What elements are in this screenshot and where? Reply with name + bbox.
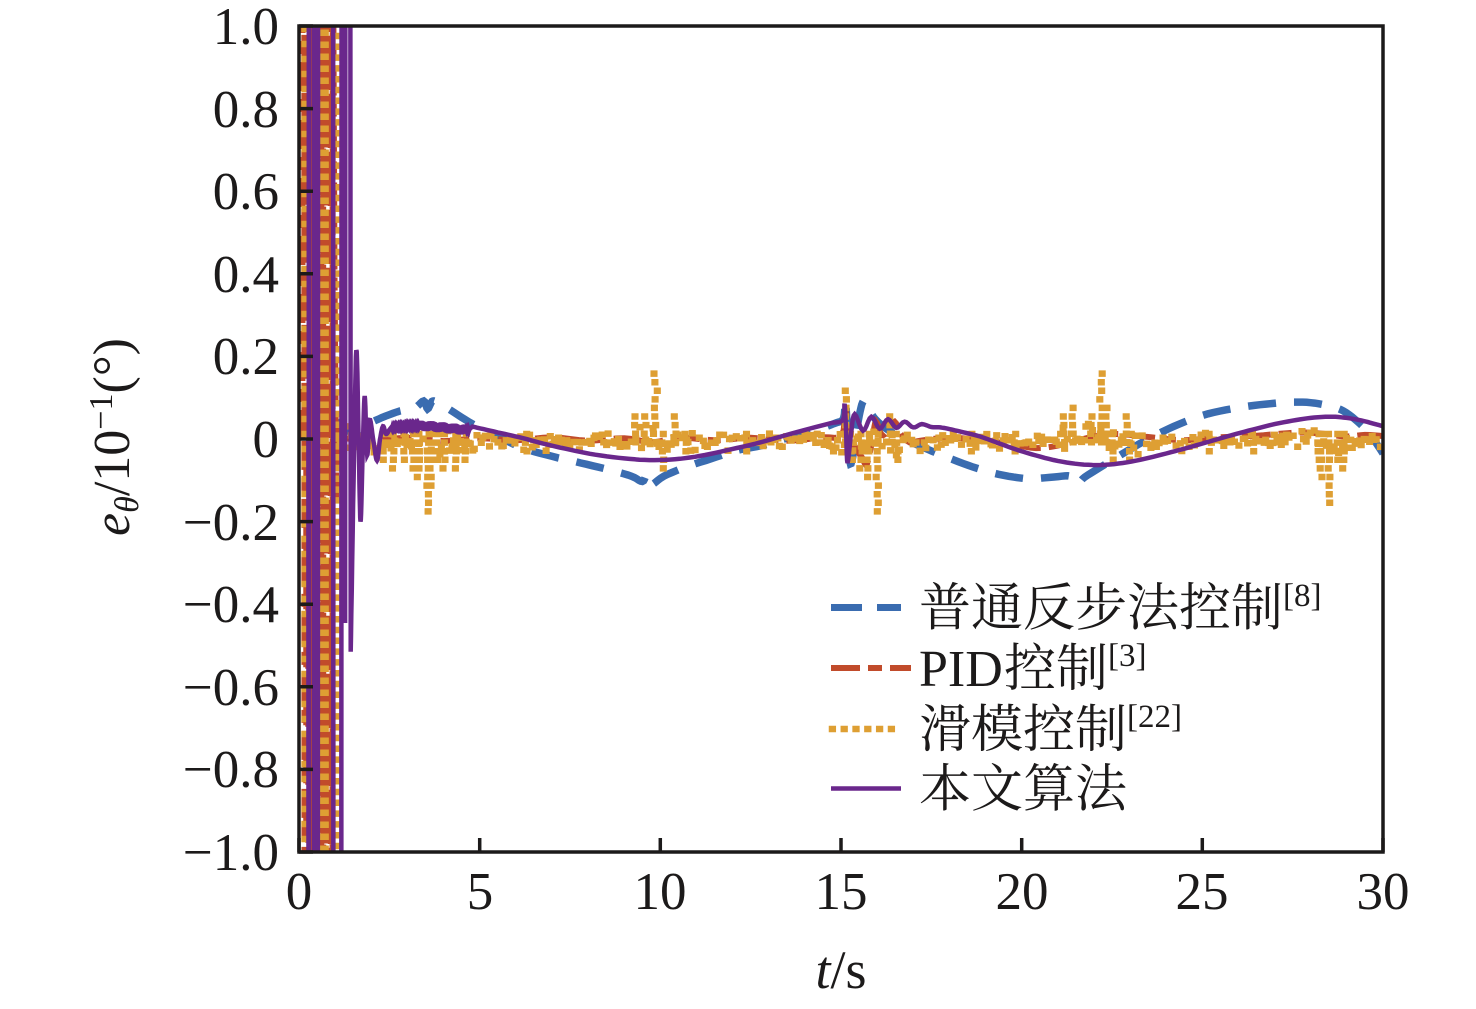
svg-text:20: 20 bbox=[996, 863, 1049, 921]
svg-text:0.2: 0.2 bbox=[213, 328, 279, 386]
svg-text:−0.4: −0.4 bbox=[183, 576, 279, 634]
svg-text:−1.0: −1.0 bbox=[183, 824, 279, 882]
svg-text:10: 10 bbox=[634, 863, 687, 921]
svg-text:30: 30 bbox=[1357, 863, 1410, 921]
svg-text:[8]: [8] bbox=[1283, 578, 1321, 614]
svg-text:eθ/10−1(°): eθ/10−1(°) bbox=[83, 338, 146, 536]
svg-text:5: 5 bbox=[467, 863, 494, 921]
svg-text:−0.6: −0.6 bbox=[183, 659, 279, 717]
svg-text:0.4: 0.4 bbox=[213, 246, 279, 304]
svg-text:0.8: 0.8 bbox=[213, 81, 279, 139]
svg-text:[3]: [3] bbox=[1108, 638, 1146, 674]
svg-text:0: 0 bbox=[253, 411, 280, 469]
svg-text:PID: PID bbox=[919, 641, 1003, 698]
svg-text:t/s: t/s bbox=[815, 940, 866, 1000]
svg-text:−0.8: −0.8 bbox=[183, 741, 279, 799]
svg-text:1.0: 1.0 bbox=[213, 0, 279, 56]
svg-text:[22]: [22] bbox=[1127, 699, 1182, 735]
svg-text:15: 15 bbox=[815, 863, 868, 921]
svg-text:−0.2: −0.2 bbox=[183, 494, 279, 552]
svg-text:0: 0 bbox=[286, 863, 313, 921]
svg-text:0.6: 0.6 bbox=[213, 163, 279, 221]
svg-text:25: 25 bbox=[1176, 863, 1229, 921]
